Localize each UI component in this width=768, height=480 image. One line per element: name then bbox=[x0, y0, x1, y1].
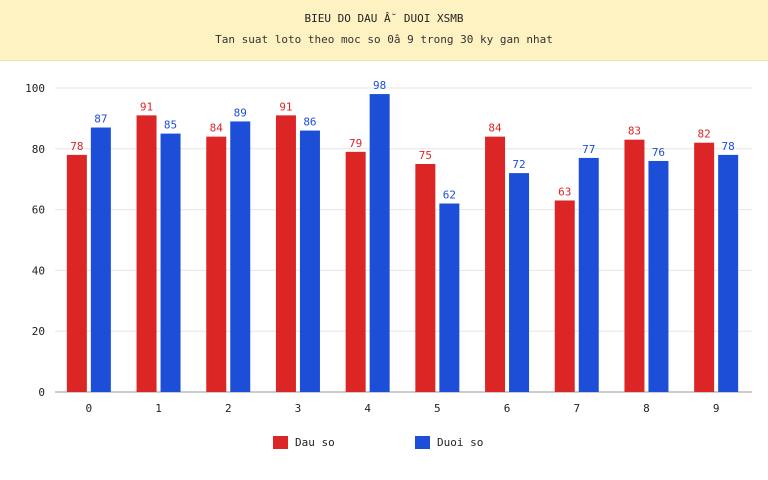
bar-duoi-3 bbox=[299, 130, 320, 392]
bar-dau-0 bbox=[66, 154, 87, 392]
data-label: 86 bbox=[303, 116, 316, 129]
data-label: 87 bbox=[94, 113, 107, 126]
legend-item-duoi[interactable]: Duoi so bbox=[415, 436, 483, 449]
data-label: 79 bbox=[349, 137, 362, 150]
data-label: 85 bbox=[164, 119, 177, 132]
y-tick-label: 0 bbox=[38, 386, 45, 399]
x-tick-label: 4 bbox=[364, 402, 371, 415]
bar-dau-6 bbox=[485, 136, 506, 392]
y-tick-label: 80 bbox=[32, 143, 45, 156]
chart-subtitle: Tan suat loto theo moc so 0â 9 trong 30 … bbox=[215, 33, 553, 46]
bar-duoi-9 bbox=[718, 154, 739, 392]
data-label: 82 bbox=[698, 128, 711, 141]
x-tick-label: 5 bbox=[434, 402, 441, 415]
bar-dau-2 bbox=[206, 136, 227, 392]
data-label: 89 bbox=[234, 106, 247, 119]
data-label: 78 bbox=[70, 140, 83, 153]
bar-dau-9 bbox=[694, 142, 715, 392]
bar-duoi-0 bbox=[90, 127, 111, 393]
chart-legend: Dau so Duoi so bbox=[0, 436, 768, 454]
bar-dau-4 bbox=[345, 151, 366, 392]
legend-item-dau[interactable]: Dau so bbox=[273, 436, 335, 449]
legend-label-duoi: Duoi so bbox=[437, 436, 484, 449]
bar-duoi-6 bbox=[509, 173, 530, 392]
chart-header: BIEU DO DAU Â˘ DUOI XSMB Tan suat loto t… bbox=[0, 0, 768, 61]
data-label: 77 bbox=[582, 143, 595, 156]
data-label: 98 bbox=[373, 79, 386, 92]
bar-duoi-4 bbox=[369, 94, 390, 392]
bar-dau-5 bbox=[415, 164, 436, 392]
legend-swatch-duoi bbox=[415, 436, 430, 449]
bar-duoi-7 bbox=[578, 157, 599, 392]
bar-duoi-2 bbox=[230, 121, 251, 392]
bar-duoi-8 bbox=[648, 160, 669, 392]
x-tick-label: 9 bbox=[713, 402, 720, 415]
data-label: 84 bbox=[210, 122, 224, 135]
data-label: 91 bbox=[140, 100, 153, 113]
x-tick-label: 1 bbox=[155, 402, 162, 415]
bar-dau-3 bbox=[275, 115, 296, 393]
y-tick-label: 60 bbox=[32, 204, 45, 217]
legend-label-dau: Dau so bbox=[295, 436, 335, 449]
data-label: 72 bbox=[512, 158, 525, 171]
data-label: 75 bbox=[419, 149, 432, 162]
chart-title: BIEU DO DAU Â˘ DUOI XSMB bbox=[304, 12, 464, 25]
x-tick-label: 3 bbox=[295, 402, 302, 415]
data-label: 76 bbox=[652, 146, 665, 159]
y-tick-label: 100 bbox=[25, 82, 45, 95]
bar-dau-8 bbox=[624, 139, 645, 392]
x-tick-label: 2 bbox=[225, 402, 232, 415]
data-label: 84 bbox=[488, 122, 502, 135]
data-label: 91 bbox=[279, 100, 292, 113]
x-tick-label: 6 bbox=[504, 402, 511, 415]
bar-dau-1 bbox=[136, 115, 157, 393]
x-tick-label: 0 bbox=[86, 402, 93, 415]
bar-dau-7 bbox=[554, 200, 575, 392]
bar-duoi-1 bbox=[160, 133, 181, 392]
y-tick-label: 40 bbox=[32, 264, 45, 277]
x-tick-label: 7 bbox=[573, 402, 580, 415]
y-tick-label: 20 bbox=[32, 325, 45, 338]
data-label: 78 bbox=[722, 140, 735, 153]
data-label: 83 bbox=[628, 125, 641, 138]
bar-chart: 0204060801007887091851848929186379984756… bbox=[25, 79, 752, 415]
bar-duoi-5 bbox=[439, 203, 460, 392]
x-tick-label: 8 bbox=[643, 402, 650, 415]
data-label: 62 bbox=[443, 189, 456, 202]
legend-swatch-dau bbox=[273, 436, 288, 449]
data-label: 63 bbox=[558, 185, 571, 198]
